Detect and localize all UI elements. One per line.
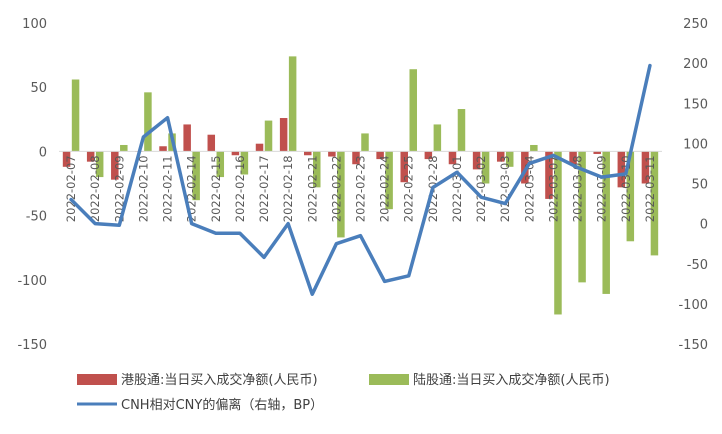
bar-mainland-connect-12 bbox=[361, 133, 369, 152]
bar-hk-connect-16 bbox=[448, 151, 457, 165]
bar-hk-connect-5 bbox=[183, 124, 191, 152]
bar-mainland-connect-13 bbox=[385, 151, 393, 210]
bar-hk-connect-18 bbox=[496, 151, 505, 162]
x-tick-label: 2022-03-08 bbox=[571, 155, 585, 222]
x-tick-label: 2022-02-11 bbox=[161, 155, 175, 222]
x-tick-label: 2022-03-03 bbox=[498, 155, 512, 222]
y2-tick-label: 100 bbox=[683, 137, 708, 152]
y-tick-label: 100 bbox=[22, 17, 47, 32]
bar-hk-connect-23 bbox=[617, 151, 626, 188]
legend-swatch-hk-connect bbox=[77, 374, 117, 385]
bar-hk-connect-21 bbox=[569, 151, 577, 165]
bar-mainland-connect-22 bbox=[602, 151, 610, 294]
x-tick-label: 2022-02-22 bbox=[329, 155, 343, 222]
bar-mainland-connect-20 bbox=[554, 151, 562, 315]
y-tick-label: 50 bbox=[30, 81, 47, 96]
bar-hk-connect-9 bbox=[279, 118, 288, 152]
y2-tick-label: -50 bbox=[687, 258, 708, 273]
legend-label-mainland-connect: 陆股通:当日买入成交净额(人民币) bbox=[413, 372, 610, 388]
bar-hk-connect-14 bbox=[400, 151, 408, 183]
bar-mainland-connect-24 bbox=[650, 151, 659, 256]
bar-hk-connect-2 bbox=[111, 151, 119, 180]
x-tick-label: 2022-02-23 bbox=[354, 155, 368, 222]
line-layer bbox=[69, 63, 652, 296]
bar-mainland-connect-14 bbox=[409, 69, 417, 152]
x-tick-label: 2022-02-09 bbox=[112, 155, 126, 222]
x-tick-label: 2022-03-11 bbox=[643, 155, 657, 222]
y2-tick-label: 250 bbox=[683, 17, 708, 32]
bar-mainland-connect-1 bbox=[95, 151, 104, 178]
y2-tick-label: 50 bbox=[691, 178, 708, 193]
bar-hk-connect-13 bbox=[376, 151, 384, 160]
y2-tick-label: -100 bbox=[678, 298, 708, 313]
bar-mainland-connect-19 bbox=[530, 144, 538, 152]
bar-hk-connect-1 bbox=[86, 151, 95, 162]
y2-tick-label: 150 bbox=[683, 97, 708, 112]
bar-hk-connect-15 bbox=[424, 151, 433, 160]
x-tick-label: 2022-03-10 bbox=[619, 155, 633, 222]
bar-mainland-connect-0 bbox=[71, 79, 80, 152]
y-tick-label: 0 bbox=[39, 145, 47, 160]
x-tick-label: 2022-02-14 bbox=[185, 155, 199, 222]
bar-hk-connect-7 bbox=[231, 151, 240, 156]
bar-hk-connect-20 bbox=[545, 151, 553, 199]
bar-hk-connect-24 bbox=[641, 151, 650, 184]
bar-mainland-connect-21 bbox=[578, 151, 586, 283]
x-tick-label: 2022-02-17 bbox=[257, 155, 271, 222]
bar-hk-connect-6 bbox=[207, 134, 216, 152]
x-tick-label: 2022-02-07 bbox=[64, 155, 78, 222]
bar-mainland-connect-23 bbox=[626, 151, 635, 242]
x-tick-label: 2022-02-21 bbox=[305, 155, 319, 222]
legend-swatch-mainland-connect bbox=[369, 374, 409, 385]
bar-hk-connect-0 bbox=[62, 151, 71, 167]
bar-mainland-connect-8 bbox=[264, 120, 273, 152]
bar-mainland-connect-11 bbox=[337, 151, 345, 238]
y-axis-right: 250 200 150 100 50 0 -50 -100 -150 bbox=[678, 17, 708, 353]
bar-mainland-connect-10 bbox=[313, 151, 321, 188]
bar-mainland-connect-18 bbox=[505, 151, 514, 167]
y2-tick-label: 200 bbox=[683, 57, 708, 72]
y-tick-label: -100 bbox=[17, 274, 47, 289]
bar-mainland-connect-5 bbox=[192, 151, 200, 201]
bar-mainland-connect-6 bbox=[216, 151, 225, 178]
bar-hk-connect-17 bbox=[472, 151, 481, 170]
bar-hk-connect-12 bbox=[352, 151, 360, 165]
y-tick-label: -150 bbox=[17, 338, 47, 353]
x-axis-labels: 2022-02-07 2022-02-08 2022-02-09 2022-02-10… bbox=[64, 155, 657, 222]
y2-tick-label: 0 bbox=[700, 218, 708, 233]
x-tick-label: 2022-03-01 bbox=[450, 155, 464, 222]
legend: 港股通:当日买入成交净额(人民币) 陆股通:当日买入成交净额(人民币) CNH相… bbox=[77, 372, 610, 413]
y-axis-left: 100 50 0 -50 -100 -150 bbox=[17, 17, 47, 353]
x-tick-label: 2022-02-15 bbox=[209, 155, 223, 222]
x-tick-label: 2022-03-02 bbox=[474, 155, 488, 222]
bar-hk-connect-8 bbox=[255, 143, 264, 152]
legend-label-cnh-deviation: CNH相对CNY的偏离（右轴，BP） bbox=[121, 397, 323, 413]
bar-hk-connect-22 bbox=[593, 151, 601, 154]
bar-hk-connect-11 bbox=[328, 151, 336, 157]
bar-hk-connect-10 bbox=[304, 151, 312, 156]
bars-layer bbox=[62, 56, 659, 315]
bar-mainland-connect-17 bbox=[481, 151, 490, 184]
bar-mainland-connect-9 bbox=[288, 56, 297, 152]
bar-mainland-connect-15 bbox=[433, 124, 442, 152]
bar-hk-connect-19 bbox=[521, 151, 529, 184]
bar-hk-connect-4 bbox=[159, 146, 167, 152]
y-tick-label: -50 bbox=[26, 210, 47, 225]
x-tick-label: 2022-02-16 bbox=[233, 155, 247, 222]
x-tick-label: 2022-03-09 bbox=[595, 155, 609, 222]
bar-mainland-connect-2 bbox=[120, 144, 128, 152]
bar-mainland-connect-16 bbox=[457, 109, 466, 152]
x-tick-label: 2022-02-10 bbox=[136, 155, 150, 222]
y2-tick-label: -150 bbox=[678, 338, 708, 353]
bar-mainland-connect-3 bbox=[144, 92, 152, 152]
x-tick-label: 2022-03-07 bbox=[546, 155, 560, 222]
bar-mainland-connect-7 bbox=[240, 151, 249, 175]
x-tick-label: 2022-02-24 bbox=[378, 155, 392, 222]
x-tick-label: 2022-02-25 bbox=[402, 155, 416, 222]
x-tick-label: 2022-02-08 bbox=[88, 155, 102, 222]
legend-label-hk-connect: 港股通:当日买入成交净额(人民币) bbox=[121, 372, 318, 388]
x-tick-label: 2022-02-18 bbox=[281, 155, 295, 222]
